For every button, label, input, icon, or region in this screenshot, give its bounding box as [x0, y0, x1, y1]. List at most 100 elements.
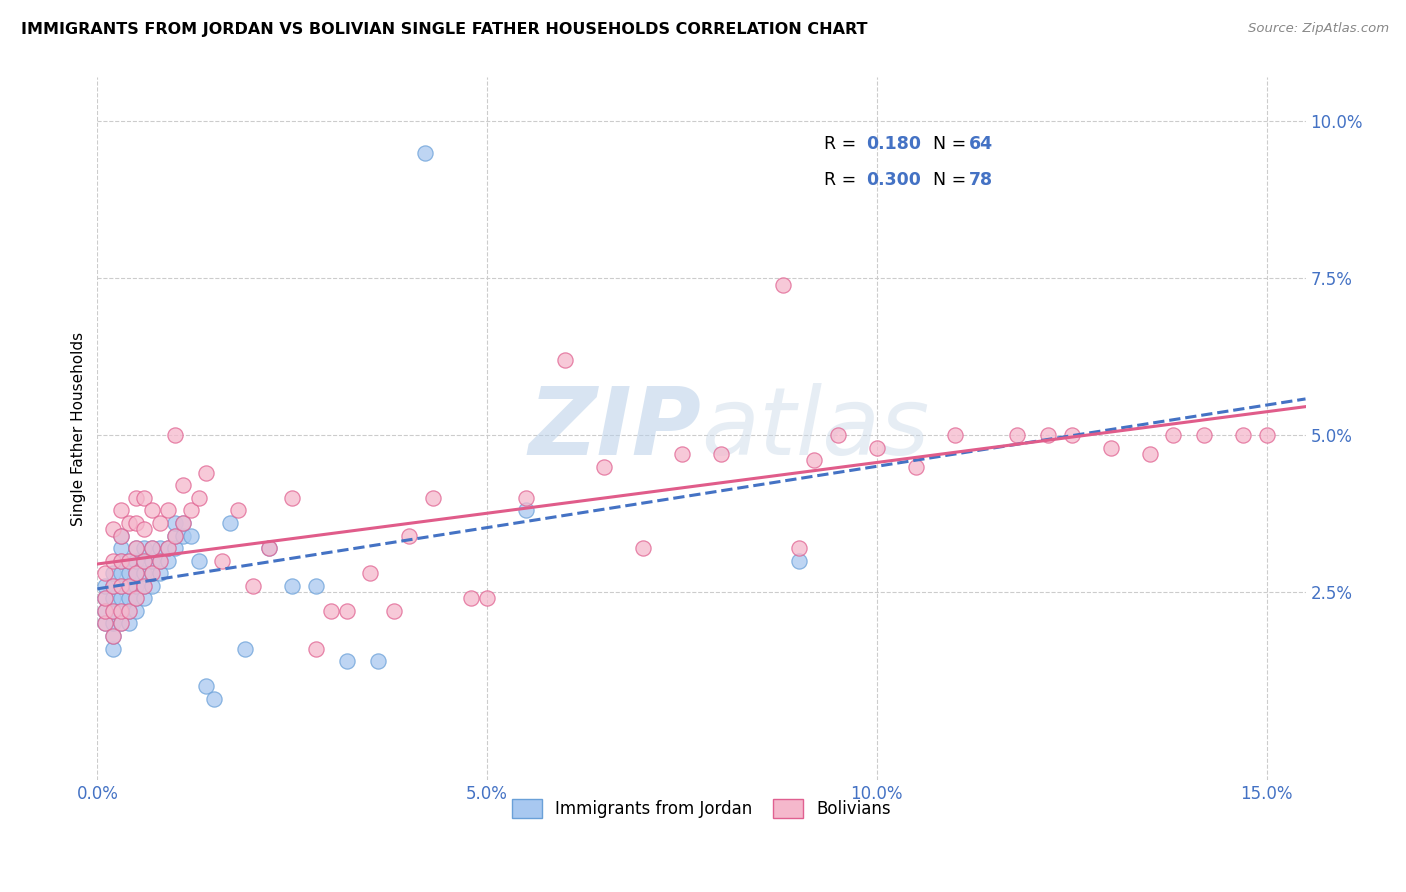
Point — [134, 579, 156, 593]
Point — [554, 352, 576, 367]
Point — [117, 591, 139, 606]
Point — [134, 491, 156, 505]
Point — [125, 566, 148, 581]
Point — [134, 579, 156, 593]
Point — [281, 579, 304, 593]
Point — [382, 604, 405, 618]
Point — [226, 503, 249, 517]
Point — [101, 604, 124, 618]
Point — [398, 528, 420, 542]
Text: N =: N = — [922, 135, 972, 153]
Point — [110, 503, 132, 517]
Point — [359, 566, 381, 581]
Point — [141, 503, 163, 517]
Point — [515, 503, 537, 517]
Point — [156, 541, 179, 555]
Point — [94, 591, 117, 606]
Point — [1038, 428, 1060, 442]
Point — [165, 528, 187, 542]
Point — [460, 591, 482, 606]
Point — [787, 541, 810, 555]
Point — [110, 616, 132, 631]
Point — [710, 447, 733, 461]
Point — [165, 516, 187, 530]
Point — [101, 566, 124, 581]
Point — [110, 579, 132, 593]
Point — [172, 528, 194, 542]
Text: 64: 64 — [969, 135, 993, 153]
Point — [94, 579, 117, 593]
Point — [172, 516, 194, 530]
Point — [631, 541, 654, 555]
Point — [101, 629, 124, 643]
Point — [195, 679, 218, 693]
Point — [336, 654, 359, 668]
Point — [141, 541, 163, 555]
Point — [141, 579, 163, 593]
Point — [304, 579, 326, 593]
Point — [125, 516, 148, 530]
Point — [367, 654, 389, 668]
Point — [1232, 428, 1254, 442]
Point — [134, 591, 156, 606]
Point — [235, 641, 257, 656]
Point — [125, 566, 148, 581]
Point — [866, 441, 889, 455]
Point — [117, 554, 139, 568]
Point — [156, 503, 179, 517]
Point — [1099, 441, 1122, 455]
Point — [141, 554, 163, 568]
Point — [94, 604, 117, 618]
Point — [787, 554, 810, 568]
Point — [149, 516, 172, 530]
Point — [117, 554, 139, 568]
Point — [1256, 428, 1278, 442]
Point — [117, 579, 139, 593]
Point — [110, 528, 132, 542]
Point — [827, 428, 849, 442]
Point — [101, 579, 124, 593]
Point — [943, 428, 966, 442]
Point — [257, 541, 280, 555]
Point — [94, 566, 117, 581]
Point — [281, 491, 304, 505]
Point — [110, 604, 132, 618]
Point — [1060, 428, 1083, 442]
Point — [180, 528, 202, 542]
Point — [101, 641, 124, 656]
Text: 0.180: 0.180 — [866, 135, 921, 153]
Point — [413, 145, 436, 160]
Point — [94, 616, 117, 631]
Point — [593, 459, 616, 474]
Text: R =: R = — [824, 170, 862, 189]
Point — [149, 554, 172, 568]
Point — [125, 554, 148, 568]
Point — [117, 604, 139, 618]
Point — [110, 566, 132, 581]
Point — [515, 491, 537, 505]
Point — [165, 541, 187, 555]
Text: 0.300: 0.300 — [866, 170, 921, 189]
Point — [772, 277, 794, 292]
Point — [110, 579, 132, 593]
Point — [475, 591, 498, 606]
Point — [117, 616, 139, 631]
Point — [110, 616, 132, 631]
Point — [110, 554, 132, 568]
Text: IMMIGRANTS FROM JORDAN VS BOLIVIAN SINGLE FATHER HOUSEHOLDS CORRELATION CHART: IMMIGRANTS FROM JORDAN VS BOLIVIAN SINGL… — [21, 22, 868, 37]
Text: atlas: atlas — [702, 384, 929, 475]
Text: ZIP: ZIP — [529, 383, 702, 475]
Text: R =: R = — [824, 135, 862, 153]
Point — [101, 591, 124, 606]
Point — [195, 466, 218, 480]
Point — [1192, 428, 1215, 442]
Point — [117, 566, 139, 581]
Point — [125, 591, 148, 606]
Y-axis label: Single Father Households: Single Father Households — [72, 332, 86, 526]
Point — [134, 554, 156, 568]
Point — [211, 554, 233, 568]
Point — [218, 516, 240, 530]
Point — [172, 478, 194, 492]
Point — [156, 541, 179, 555]
Point — [125, 579, 148, 593]
